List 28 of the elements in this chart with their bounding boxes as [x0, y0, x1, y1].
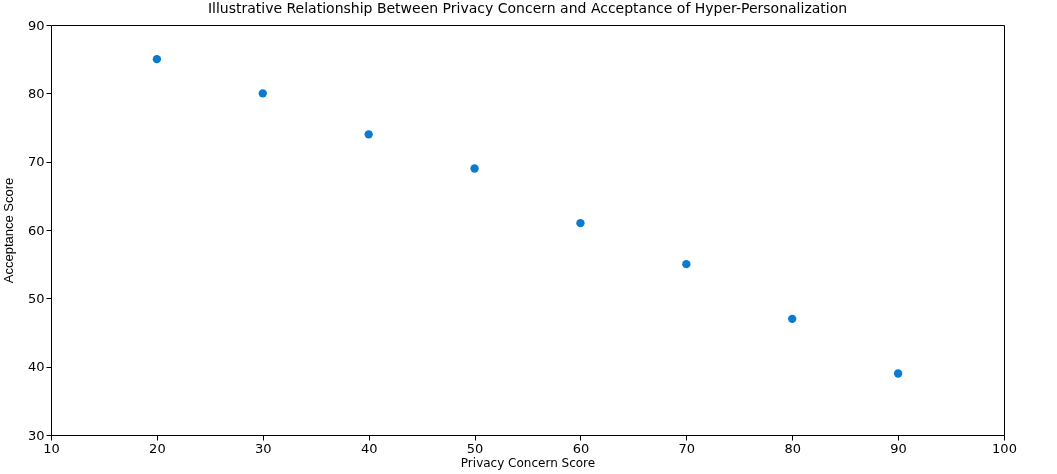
x-tick-label: 10 — [43, 440, 60, 456]
point — [576, 218, 585, 228]
x-tick-label: 70 — [678, 440, 696, 456]
y-tick-label: 70 — [27, 154, 45, 170]
point — [788, 314, 797, 324]
point — [682, 259, 691, 269]
point — [364, 130, 373, 139]
y-tick-label: 90 — [27, 17, 45, 33]
x-tick-label: 30 — [255, 440, 272, 456]
point — [152, 54, 162, 64]
y-tick-label: 60 — [27, 222, 45, 238]
y-tick-label: 80 — [27, 85, 45, 101]
x-tick-label: 90 — [890, 440, 907, 456]
y-tick-label: 30 — [27, 427, 45, 443]
y-tick-label: 50 — [27, 290, 45, 306]
x-tick-label: 20 — [149, 440, 166, 456]
x-tick-label: 40 — [360, 440, 378, 456]
x-tick-label: 60 — [572, 440, 590, 456]
y-tick-label: 40 — [27, 359, 45, 375]
chart-title: Illustrative Relationship Between Privacy Concern and Acceptance of Hyper-Personalization — [207, 0, 848, 16]
point — [258, 89, 267, 98]
x-tick-label: 100 — [992, 440, 1017, 456]
x-axis-title: Privacy Concern Score — [460, 455, 596, 470]
point — [470, 164, 479, 173]
x-tick-label: 50 — [466, 440, 484, 456]
point — [893, 369, 903, 378]
y-axis-title: Acceptance Score — [0, 177, 16, 284]
x-tick-label: 80 — [784, 440, 801, 456]
